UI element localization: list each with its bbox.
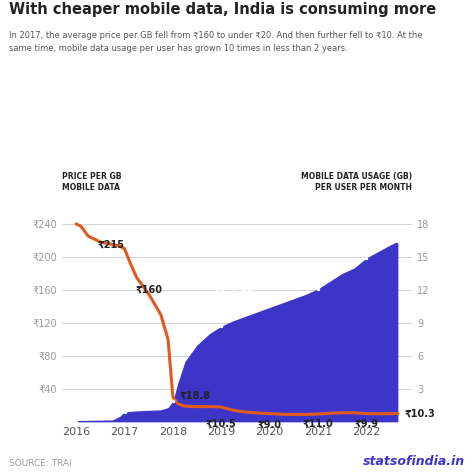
Text: ₹160: ₹160 (136, 285, 162, 295)
Text: statsofindia.in: statsofindia.in (363, 456, 465, 468)
Text: ₹11.0: ₹11.0 (303, 419, 333, 428)
Text: 8.7 GB: 8.7 GB (184, 309, 217, 318)
Text: With cheaper mobile data, India is consuming more: With cheaper mobile data, India is consu… (9, 2, 437, 18)
Text: 1.9 GB: 1.9 GB (137, 381, 170, 390)
Text: PRICE PER GB
MOBILE DATA: PRICE PER GB MOBILE DATA (62, 172, 121, 192)
Text: 122 MB: 122 MB (71, 398, 109, 407)
Text: ₹10.3: ₹10.3 (405, 409, 436, 419)
Text: 14.9 GB: 14.9 GB (322, 241, 362, 250)
Text: 12.1 GB: 12.1 GB (274, 272, 314, 281)
Text: ₹10.5: ₹10.5 (206, 419, 237, 429)
Text: 0.9 GB: 0.9 GB (87, 392, 120, 401)
Text: ₹9.0: ₹9.0 (258, 420, 282, 430)
Text: SOURCE: TRAI: SOURCE: TRAI (9, 459, 72, 468)
Text: ₹18.8: ₹18.8 (180, 391, 210, 401)
Text: 10.4 GB: 10.4 GB (214, 290, 254, 299)
Text: MOBILE DATA USAGE (GB)
PER USER PER MONTH: MOBILE DATA USAGE (GB) PER USER PER MONT… (301, 172, 412, 192)
Text: ₹9.9: ₹9.9 (355, 419, 378, 429)
Text: 16.4 GB: 16.4 GB (408, 237, 447, 246)
Text: ₹215: ₹215 (98, 239, 125, 249)
Text: In 2017, the average price per GB fell from ₹160 to under ₹20. And then further : In 2017, the average price per GB fell f… (9, 31, 423, 53)
